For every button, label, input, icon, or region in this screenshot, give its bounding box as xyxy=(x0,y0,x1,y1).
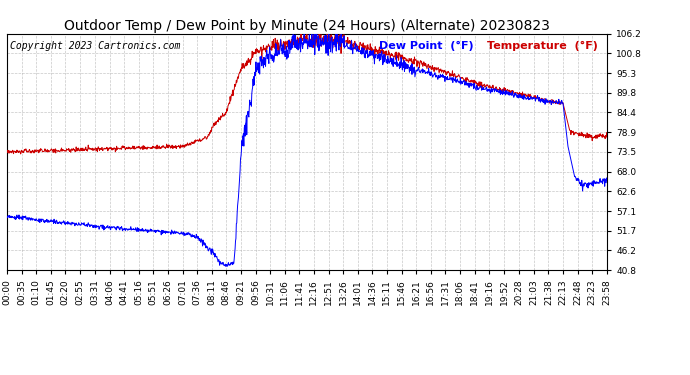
Text: Temperature  (°F): Temperature (°F) xyxy=(487,41,598,51)
Text: Dew Point  (°F): Dew Point (°F) xyxy=(379,41,474,51)
Title: Outdoor Temp / Dew Point by Minute (24 Hours) (Alternate) 20230823: Outdoor Temp / Dew Point by Minute (24 H… xyxy=(64,19,550,33)
Text: Copyright 2023 Cartronics.com: Copyright 2023 Cartronics.com xyxy=(10,41,180,51)
